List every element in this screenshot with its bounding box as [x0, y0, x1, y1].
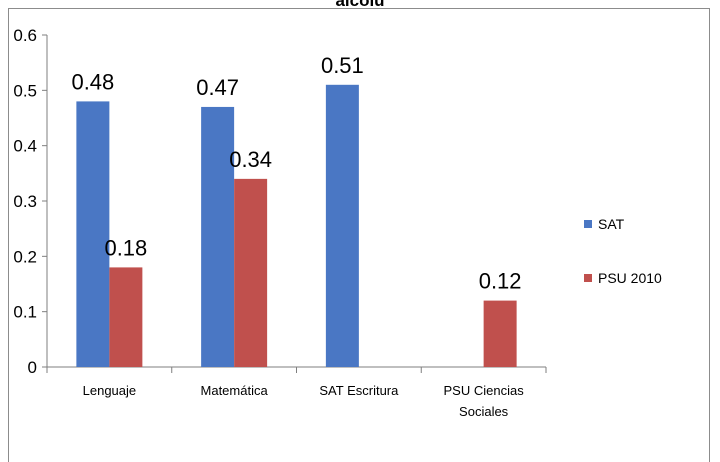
- y-tick-label: 0.5: [13, 81, 37, 100]
- bar-sat-1: [201, 106, 235, 367]
- y-tick-label: 0: [28, 358, 37, 377]
- x-tick-label: Lenguaje: [83, 383, 137, 398]
- y-tick-label: 0.4: [13, 137, 37, 156]
- data-label: 0.47: [196, 75, 239, 100]
- x-tick-label: Matemática: [201, 383, 269, 398]
- data-label: 0.34: [229, 147, 272, 172]
- bars: [76, 84, 517, 368]
- y-tick-label: 0.6: [13, 26, 37, 45]
- chart-frame: [8, 8, 710, 462]
- bar-sat-2: [325, 84, 359, 368]
- legend-label-psu-2010: PSU 2010: [598, 270, 662, 286]
- legend-item-psu-2010: PSU 2010: [584, 268, 704, 288]
- legend-item-sat: SAT: [584, 214, 704, 234]
- bar-sat-0: [76, 101, 110, 368]
- legend-label-sat: SAT: [598, 216, 625, 232]
- bar-psu-2010-0: [109, 267, 143, 367]
- x-axis: Lenguaje Matemática SAT Escritura PSU Cienc…: [46, 366, 547, 419]
- legend-swatch-sat: [584, 220, 592, 228]
- y-tick-label: 0.1: [13, 303, 37, 322]
- bar-psu-2010-1: [234, 178, 268, 367]
- y-tick-label: 0.3: [13, 192, 37, 211]
- legend: SAT PSU 2010: [584, 214, 704, 322]
- data-label: 0.12: [479, 269, 522, 294]
- data-label: 0.18: [104, 235, 147, 260]
- x-tick-label: PSU Ciencias Sociales: [444, 383, 525, 419]
- data-labels: 0.48 0.47 0.51 0.18 0.34 0.12: [71, 53, 521, 294]
- x-tick-label: SAT Escritura: [319, 383, 399, 398]
- y-tick-label: 0.2: [13, 247, 37, 266]
- legend-swatch-psu-2010: [584, 274, 592, 282]
- data-label: 0.51: [321, 53, 364, 78]
- y-axis: 0 0.1 0.2 0.3 0.4 0.5 0.6: [13, 26, 48, 377]
- chart-title: alcolu: [335, 0, 385, 10]
- bar-psu-2010-3: [483, 300, 517, 367]
- data-label: 0.48: [71, 69, 114, 94]
